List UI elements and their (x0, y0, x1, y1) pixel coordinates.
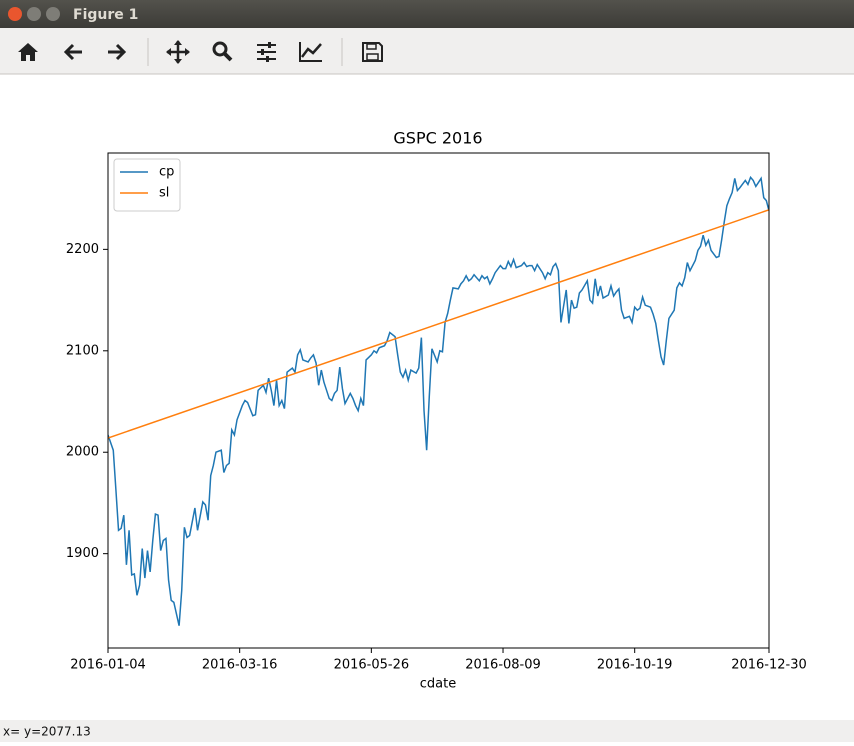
edit-axis-button[interactable] (299, 42, 322, 62)
x-tick-label: 2016-01-04 (70, 658, 146, 673)
back-button[interactable] (63, 43, 82, 61)
series-line (108, 209, 769, 439)
x-tick-label: 2016-05-26 (334, 658, 410, 673)
axes-frame (107, 152, 770, 649)
forward-button[interactable] (108, 43, 127, 61)
home-button[interactable] (18, 43, 38, 61)
x-tick-label: 2016-10-19 (597, 658, 673, 673)
status-bar (0, 720, 854, 742)
save-button[interactable] (362, 42, 383, 62)
x-tick-label: 2016-03-16 (202, 658, 278, 673)
x-tick-label: 2016-12-30 (731, 658, 807, 673)
legend-label: cp (159, 165, 174, 180)
toolbar (0, 28, 854, 74)
status-text: x= y=2077.13 (3, 725, 91, 739)
legend-label: sl (159, 186, 169, 201)
chart-title: GSPC 2016 (393, 129, 482, 148)
window-title: Figure 1 (73, 7, 138, 23)
subplots-button[interactable] (257, 42, 276, 62)
x-axis-label: cdate (420, 677, 456, 692)
close-button[interactable] (8, 7, 22, 21)
zoom-button[interactable] (212, 41, 233, 62)
y-tick-label: 2200 (66, 242, 99, 257)
series-line (108, 175, 769, 626)
x-tick-label: 2016-08-09 (465, 658, 541, 673)
title-bar (0, 0, 854, 28)
pan-button[interactable] (166, 40, 190, 64)
minimize-button[interactable] (27, 7, 41, 21)
maximize-button[interactable] (46, 7, 60, 21)
y-tick-label: 2000 (66, 445, 99, 460)
y-tick-label: 1900 (66, 546, 99, 561)
y-tick-label: 2100 (66, 343, 99, 358)
